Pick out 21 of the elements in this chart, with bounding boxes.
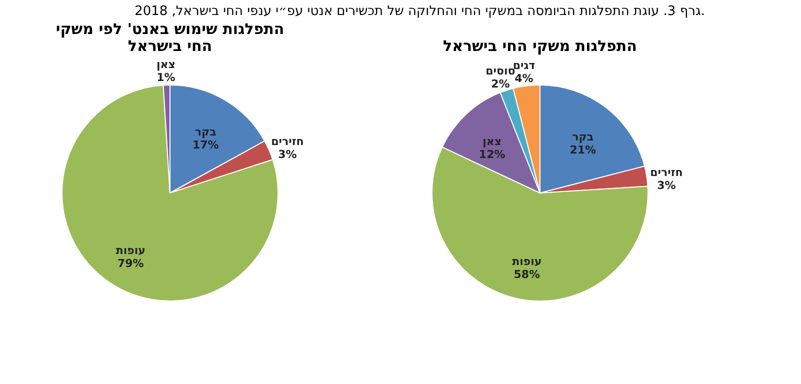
data-label: 3% [278,148,297,162]
slice-label: חזירים [271,135,304,148]
data-label: 2% [491,77,510,90]
slice-label: צאן [156,58,176,72]
slice-label: בקר [194,126,217,139]
data-label: 79% [117,256,144,270]
data-label: 21% [570,144,596,157]
slice-label: עופות [512,254,542,268]
slice-label: בקר [572,130,594,144]
data-label: 4% [514,72,534,86]
data-label: 12% [478,148,506,161]
data-label: 17% [192,138,219,152]
slice-label: צאן [482,134,502,148]
chart-title: התפלגות משקי החי בישראל [443,37,637,55]
slice-label: חזירים [650,166,683,179]
data-label: 1% [156,71,176,84]
data-label: 3% [657,178,676,192]
text: גרף 3. עוגת התפלגות הביומסה במשקי החי והחלוקה של תכשירים אנטי עפ״י ענפי החי בישראל, 2018. [134,4,705,19]
data-label: 58% [514,268,540,281]
slice-label: עופות [116,244,146,257]
chart-title: התפלגות שימוש באנט' לפי משקי החי בישראל [56,20,284,55]
